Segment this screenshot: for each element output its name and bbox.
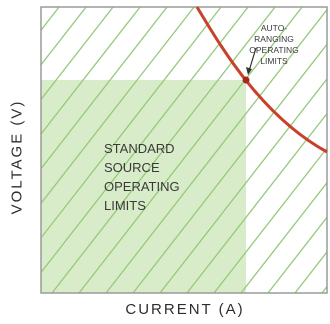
hatch-line	[159, 77, 327, 293]
hatch-line	[51, 7, 276, 293]
hatch-line	[0, 7, 5, 293]
hatch-line	[240, 181, 327, 293]
x-axis-label: CURRENT (A)	[125, 301, 245, 318]
hatch-line	[267, 216, 327, 293]
hatch-line	[132, 43, 327, 293]
hatch-line	[41, 7, 114, 101]
hatch-line	[41, 7, 168, 170]
auto-label-line: LIMITS	[260, 56, 288, 66]
operating-point-marker	[242, 76, 250, 84]
plot-frame	[40, 6, 328, 294]
hatch-pattern	[0, 7, 327, 293]
arrowhead	[246, 67, 252, 75]
hatch-line	[41, 7, 87, 66]
hatch-line	[186, 112, 327, 293]
standard-label-line: OPERATING	[104, 179, 180, 194]
auto-label-line: OPERATING	[249, 45, 299, 55]
y-axis-label: VOLTAGE (V)	[8, 99, 26, 215]
hatch-line	[41, 7, 222, 239]
standard-label-line: STANDARD	[104, 141, 175, 156]
hatch-line	[78, 7, 303, 293]
hatch-line	[41, 7, 249, 274]
hatch-line	[41, 7, 141, 136]
auto-label-line: AUTO-	[260, 23, 288, 33]
standard-label-line: LIMITS	[104, 198, 146, 213]
auto-ranging-limits-label: AUTO- RANGING OPERATING LIMITS	[226, 23, 322, 67]
annotation-arrow	[248, 47, 257, 72]
standard-limits-region	[41, 80, 246, 293]
hatch-line	[41, 7, 195, 205]
auto-label-line: RANGING	[254, 34, 294, 44]
standard-limits-label: STANDARD SOURCE OPERATING LIMITS	[104, 139, 180, 215]
hatch-line	[105, 8, 327, 293]
standard-label-line: SOURCE	[104, 160, 160, 175]
